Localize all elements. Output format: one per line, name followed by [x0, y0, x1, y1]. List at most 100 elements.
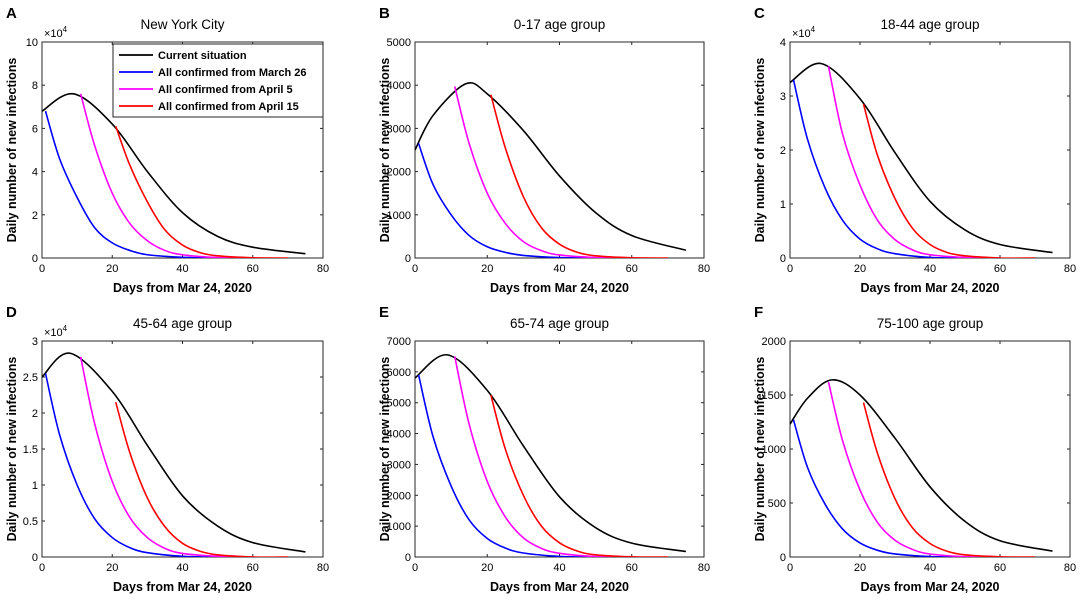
series-line-confirmed-march-26 — [44, 110, 218, 258]
y-tick-label: 4000 — [387, 429, 411, 441]
x-tick-label: 0 — [787, 562, 793, 574]
y-tick-label: 3 — [32, 336, 38, 348]
y-tick-label: 0.5 — [23, 516, 38, 528]
x-tick-label: 40 — [176, 562, 188, 574]
panel-e: E 65-74 age group 0 20 40 60 80 0 1000 2000 3000 40… — [378, 304, 710, 594]
x-tick-label: 20 — [481, 562, 493, 574]
x-tick-label: 20 — [481, 263, 493, 275]
legend-box — [112, 43, 324, 118]
y-axis-label: Daily number of new infections — [378, 357, 392, 542]
panel-letter: E — [379, 304, 389, 321]
legend-entry: All confirmed from April 15 — [158, 101, 299, 113]
legend-entry: All confirmed from March 26 — [158, 67, 307, 79]
y-tick-label: 0 — [780, 552, 786, 564]
panel-letter: A — [6, 5, 17, 22]
x-tick-label: 80 — [317, 562, 329, 574]
y-exponent-label: ×104 — [44, 25, 68, 40]
series-line-confirmed-march-26 — [792, 419, 966, 557]
x-axis-label: Days from Mar 24, 2020 — [861, 281, 1000, 295]
panel-letter: D — [6, 304, 17, 321]
x-axis-label: Days from Mar 24, 2020 — [490, 281, 629, 295]
series-line-confirmed-april-5 — [79, 356, 253, 557]
x-axis-label: Days from Mar 24, 2020 — [490, 580, 629, 594]
series-line-confirmed-march-26 — [417, 374, 596, 557]
y-tick-label: 1000 — [387, 210, 411, 222]
series-line-confirmed-march-26 — [792, 79, 966, 258]
x-tick-label: 80 — [698, 562, 710, 574]
x-tick-label: 40 — [924, 263, 936, 275]
y-tick-label: 8 — [32, 80, 38, 92]
y-tick-label: 6 — [32, 123, 38, 135]
legend-entry: All confirmed from April 5 — [158, 84, 293, 96]
panel-title: New York City — [140, 17, 224, 32]
y-tick-label: 0 — [405, 552, 411, 564]
x-axis-label: Days from Mar 24, 2020 — [861, 580, 1000, 594]
x-axis-label: Days from Mar 24, 2020 — [113, 580, 252, 594]
series-line-confirmed-april-15 — [862, 402, 1036, 557]
x-tick-label: 60 — [247, 562, 259, 574]
series-line-current-situation — [790, 379, 1053, 552]
legend-entry: Current situation — [158, 50, 247, 62]
x-tick-label: 20 — [106, 562, 118, 574]
series-line-confirmed-april-15 — [114, 401, 288, 557]
series-line-current-situation — [790, 62, 1053, 254]
y-tick-label: 1000 — [387, 521, 411, 533]
axes-frame — [414, 41, 705, 259]
panel-title: 75-100 age group — [877, 316, 984, 331]
panel-letter: B — [379, 5, 390, 22]
y-tick-label: 1000 — [762, 444, 786, 456]
series-line-confirmed-april-5 — [79, 93, 253, 258]
y-multiplier: ×10 — [792, 28, 811, 40]
y-exponent-label: ×104 — [792, 25, 816, 40]
y-exponent: 4 — [63, 324, 68, 333]
panel-b: B 0-17 age group 0 20 40 60 80 0 1000 2000 3000 400… — [378, 5, 710, 295]
x-tick-label: 80 — [698, 263, 710, 275]
x-tick-label: 0 — [39, 562, 45, 574]
y-tick-label: 500 — [768, 498, 786, 510]
y-exponent: 4 — [63, 25, 68, 34]
y-exponent-label: ×104 — [44, 324, 68, 339]
x-tick-label: 80 — [1064, 562, 1076, 574]
y-axis-label: Daily number of new infections — [753, 357, 767, 542]
y-tick-label: 3000 — [387, 459, 411, 471]
series-line-confirmed-march-26 — [417, 143, 596, 258]
y-tick-label: 0 — [405, 253, 411, 265]
series-line-current-situation — [415, 354, 687, 553]
series-line-confirmed-april-5 — [453, 86, 632, 258]
y-tick-label: 2.5 — [23, 372, 38, 384]
series-line-confirmed-april-15 — [490, 394, 668, 557]
y-tick-label: 2 — [780, 145, 786, 157]
x-tick-label: 40 — [924, 562, 936, 574]
y-tick-label: 3 — [780, 91, 786, 103]
y-tick-label: 5000 — [387, 37, 411, 49]
x-tick-label: 40 — [176, 263, 188, 275]
y-tick-label: 0 — [780, 253, 786, 265]
y-tick-label: 4 — [780, 37, 786, 49]
y-tick-label: 0 — [32, 253, 38, 265]
series-line-confirmed-april-5 — [827, 66, 1001, 258]
panel-title: 0-17 age group — [514, 17, 606, 32]
x-tick-label: 60 — [247, 263, 259, 275]
y-tick-label: 2 — [32, 408, 38, 420]
series-line-current-situation — [415, 82, 687, 251]
panel-d: D 45-64 age group 0 20 40 60 80 0 0.5 1 1.5 2 2.5 3 ×1… — [5, 304, 329, 594]
y-tick-label: 3000 — [387, 123, 411, 135]
x-axis-label: Days from Mar 24, 2020 — [113, 281, 252, 295]
x-tick-label: 60 — [994, 562, 1006, 574]
x-tick-label: 20 — [854, 263, 866, 275]
series-line-confirmed-march-26 — [44, 373, 218, 557]
y-tick-label: 2000 — [387, 490, 411, 502]
panel-letter: F — [754, 304, 763, 321]
y-exponent: 4 — [811, 25, 816, 34]
y-multiplier: ×10 — [44, 28, 63, 40]
y-axis-label: Daily number of new infections — [753, 58, 767, 243]
x-tick-label: 40 — [553, 562, 565, 574]
y-tick-label: 2000 — [762, 336, 786, 348]
y-tick-label: 1 — [780, 199, 786, 211]
y-tick-label: 2000 — [387, 167, 411, 179]
x-tick-label: 80 — [317, 263, 329, 275]
x-tick-label: 60 — [626, 562, 638, 574]
y-axis-label: Daily number of new infections — [378, 58, 392, 243]
